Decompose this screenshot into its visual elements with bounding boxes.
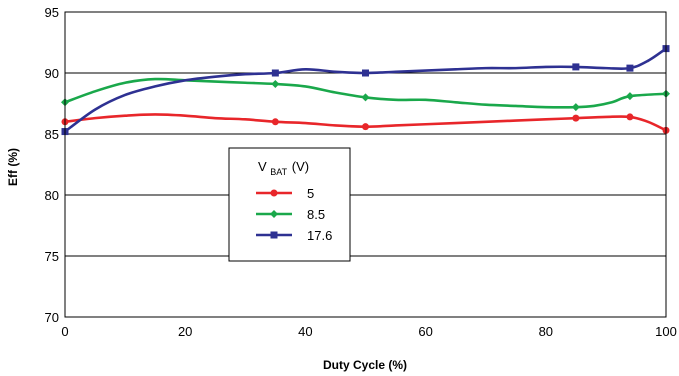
legend-label-17.6: 17.6 — [307, 228, 332, 243]
series-17.6 — [61, 45, 670, 136]
series-line-17.6 — [64, 47, 667, 133]
legend-label-8.5: 8.5 — [307, 207, 325, 222]
point-17.6-4 — [626, 64, 634, 72]
legend-marker-5 — [270, 189, 278, 197]
point-5-2 — [362, 123, 369, 131]
legend-title-main: V — [258, 159, 267, 174]
point-8.5-2 — [361, 93, 370, 102]
y-tick-label-85: 85 — [45, 127, 59, 142]
plot-area-border — [64, 11, 667, 318]
legend-marker-17.6 — [270, 231, 278, 239]
legend-title: V BAT (V) — [258, 159, 309, 178]
point-8.5-3 — [571, 103, 580, 112]
point-5-3 — [572, 114, 580, 122]
legend: V BAT (V) 5 8.5 17.6 — [228, 147, 351, 262]
y-tick-label-95: 95 — [45, 5, 59, 20]
series-line-5 — [64, 113, 667, 132]
series-8.5 — [61, 77, 670, 112]
point-17.6-1 — [271, 69, 279, 77]
x-tick-label-0: 0 — [61, 324, 68, 339]
legend-box — [228, 147, 351, 262]
x-tick-label-100: 100 — [655, 324, 677, 339]
y-axis-ticks: 70 75 80 85 90 95 — [45, 5, 59, 325]
legend-items: 5 8.5 17.6 — [256, 186, 332, 243]
x-axis-title: Duty Cycle (%) — [323, 358, 407, 372]
point-5-1 — [271, 118, 279, 126]
legend-label-5: 5 — [307, 186, 314, 201]
y-tick-label-75: 75 — [45, 249, 59, 264]
point-17.6-3 — [572, 63, 580, 71]
x-tick-label-20: 20 — [178, 324, 192, 339]
x-tick-label-40: 40 — [298, 324, 312, 339]
point-5-4 — [626, 113, 634, 121]
y-tick-label-90: 90 — [45, 66, 59, 81]
point-17.6-2 — [362, 69, 369, 77]
series-line-8.5 — [64, 77, 667, 109]
series-5 — [61, 113, 670, 134]
x-axis-ticks: 0 20 40 60 80 100 — [61, 324, 676, 339]
x-tick-label-60: 60 — [418, 324, 432, 339]
point-8.5-1 — [271, 79, 280, 88]
legend-marker-8.5 — [270, 210, 278, 218]
y-tick-label-70: 70 — [45, 310, 59, 325]
series-lines — [61, 45, 670, 136]
point-8.5-4 — [625, 92, 634, 101]
legend-title-sub: BAT — [270, 167, 287, 177]
y-tick-label-80: 80 — [45, 188, 59, 203]
x-tick-label-80: 80 — [539, 324, 553, 339]
legend-title-unit: (V) — [292, 159, 309, 174]
y-axis-title: Eff (%) — [6, 148, 20, 186]
